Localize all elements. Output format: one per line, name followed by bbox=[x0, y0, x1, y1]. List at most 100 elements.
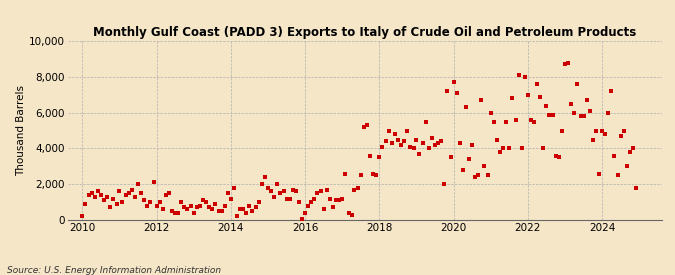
Point bbox=[628, 146, 639, 151]
Point bbox=[591, 128, 601, 133]
Point bbox=[312, 191, 323, 195]
Point bbox=[446, 155, 456, 160]
Point bbox=[83, 193, 94, 197]
Point bbox=[182, 207, 193, 211]
Point bbox=[544, 112, 555, 117]
Point bbox=[411, 137, 422, 142]
Point bbox=[520, 75, 531, 79]
Point bbox=[371, 173, 382, 178]
Point bbox=[346, 212, 357, 217]
Point bbox=[433, 141, 443, 145]
Point bbox=[612, 173, 623, 178]
Point bbox=[587, 137, 598, 142]
Point bbox=[148, 180, 159, 185]
Point bbox=[423, 146, 434, 151]
Point bbox=[334, 198, 345, 202]
Point bbox=[170, 211, 181, 215]
Point bbox=[603, 111, 614, 115]
Point bbox=[594, 171, 605, 176]
Point bbox=[219, 204, 230, 208]
Point bbox=[120, 193, 131, 197]
Point bbox=[460, 105, 471, 109]
Point bbox=[557, 128, 568, 133]
Point bbox=[210, 202, 221, 206]
Point bbox=[300, 211, 310, 215]
Point bbox=[157, 207, 168, 211]
Point bbox=[575, 114, 586, 119]
Point bbox=[275, 191, 286, 195]
Point bbox=[439, 182, 450, 186]
Point bbox=[244, 204, 255, 208]
Point bbox=[414, 152, 425, 156]
Point bbox=[485, 111, 496, 115]
Point bbox=[572, 82, 583, 86]
Point bbox=[250, 205, 261, 210]
Point bbox=[111, 202, 122, 206]
Point bbox=[96, 193, 107, 197]
Point bbox=[581, 98, 592, 102]
Point bbox=[272, 182, 283, 186]
Point bbox=[247, 209, 258, 213]
Point bbox=[541, 103, 552, 108]
Point bbox=[427, 136, 437, 140]
Point bbox=[161, 193, 171, 197]
Point bbox=[442, 89, 453, 94]
Point bbox=[117, 200, 128, 204]
Point bbox=[504, 146, 515, 151]
Point bbox=[497, 146, 508, 151]
Point bbox=[362, 123, 373, 127]
Point bbox=[547, 112, 558, 117]
Point bbox=[191, 205, 202, 210]
Point bbox=[516, 146, 527, 151]
Point bbox=[495, 150, 506, 154]
Point bbox=[256, 182, 267, 186]
Point bbox=[188, 211, 199, 215]
Point bbox=[204, 205, 215, 210]
Point bbox=[294, 200, 304, 204]
Point bbox=[402, 128, 412, 133]
Point bbox=[194, 204, 205, 208]
Point bbox=[223, 191, 234, 195]
Point bbox=[80, 202, 90, 206]
Point bbox=[507, 96, 518, 101]
Point bbox=[383, 128, 394, 133]
Point bbox=[631, 186, 642, 190]
Point bbox=[232, 214, 242, 219]
Point bbox=[290, 189, 301, 194]
Point bbox=[417, 141, 428, 145]
Point bbox=[377, 144, 387, 149]
Point bbox=[325, 196, 335, 201]
Point bbox=[349, 188, 360, 192]
Point bbox=[315, 189, 326, 194]
Title: Monthly Gulf Coast (PADD 3) Exports to Italy of Crude Oil and Petroleum Products: Monthly Gulf Coast (PADD 3) Exports to I… bbox=[93, 26, 636, 39]
Point bbox=[501, 119, 512, 124]
Point bbox=[238, 207, 248, 211]
Point bbox=[139, 198, 150, 202]
Point bbox=[513, 73, 524, 78]
Point bbox=[358, 125, 369, 129]
Point bbox=[448, 80, 459, 85]
Point bbox=[622, 164, 632, 169]
Point bbox=[163, 191, 174, 195]
Point bbox=[550, 153, 561, 158]
Point bbox=[173, 211, 184, 215]
Point bbox=[522, 93, 533, 97]
Point bbox=[473, 173, 484, 178]
Point bbox=[560, 62, 570, 67]
Point bbox=[278, 189, 289, 194]
Point bbox=[408, 146, 419, 151]
Point bbox=[529, 119, 539, 124]
Point bbox=[393, 137, 404, 142]
Point bbox=[458, 168, 468, 172]
Point bbox=[616, 134, 626, 138]
Point bbox=[86, 191, 97, 195]
Point bbox=[108, 196, 119, 201]
Point bbox=[389, 132, 400, 136]
Point bbox=[436, 139, 447, 144]
Point bbox=[142, 204, 153, 208]
Point bbox=[319, 207, 329, 211]
Point bbox=[284, 196, 295, 201]
Point bbox=[451, 91, 462, 95]
Point bbox=[467, 143, 478, 147]
Point bbox=[483, 173, 493, 178]
